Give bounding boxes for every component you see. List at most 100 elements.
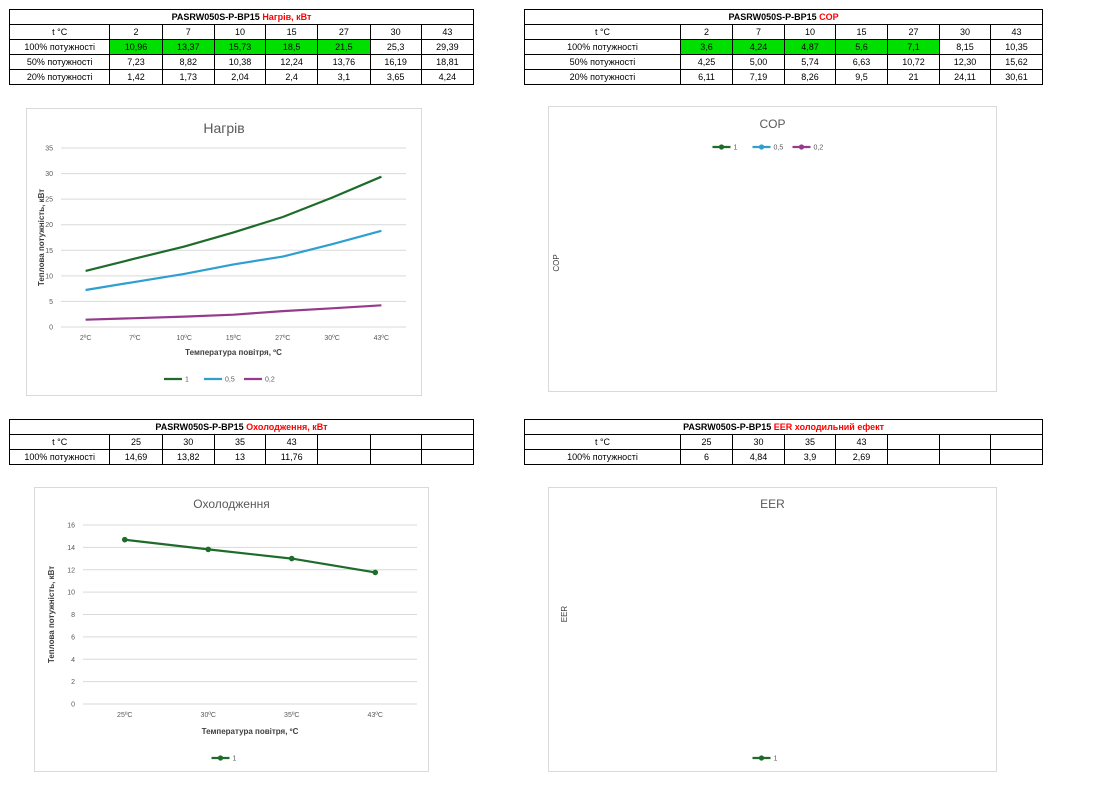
x-tick-label: 27ºC [275, 335, 290, 342]
table-header-cell [989, 434, 1044, 450]
table-cell: 4,24 [732, 39, 785, 55]
cop-chart-svg: COP051015202530352ºC7ºC10ºC15ºC27ºC30ºC4… [552, 117, 823, 272]
table-cell: 10,96 [109, 39, 163, 55]
table-header-cell: 30 [939, 24, 991, 40]
table-row: 20% потужності 6,11 7,19 8,26 9,5 21 24,11 30,6… [524, 69, 1044, 85]
y-tick-label: 6 [71, 634, 75, 641]
table-cell: 1,42 [109, 69, 163, 85]
table-cell: 30,61 [989, 69, 1044, 85]
table-header-cell: 15 [265, 24, 319, 40]
eer-chart-svg: EER0123456725ºC30ºC35ºC43ºCТемпература п… [560, 497, 785, 763]
table-header-cell: t °C [8, 24, 111, 40]
legend-label: 1 [185, 377, 189, 384]
table-cell: 4,24 [420, 69, 475, 85]
table-header-cell: 2 [109, 24, 163, 40]
table-title-metric: COP [819, 12, 839, 22]
x-tick-label: 35ºC [284, 712, 299, 719]
table-header-cell: 2 [680, 24, 733, 40]
table-header-cell: 15 [835, 24, 888, 40]
table-header-cell: 10 [213, 24, 267, 40]
table-header-cell: 30 [161, 434, 215, 450]
table-cell: 3,9 [784, 449, 836, 465]
table-header-cell [939, 434, 991, 450]
table-row-label: 100% потужності [524, 39, 681, 55]
table-row: 100% потужності 3,6 4,24 4,87 5,6 7,1 8,15 10,3… [524, 39, 1044, 55]
table-header-cell [369, 434, 422, 450]
table-header-row: t °C 25 30 35 43 [524, 434, 1044, 450]
cop-table: PASRW050S-P-BP15 COP t °C 2 7 10 15 27 30 43 100%… [523, 9, 1044, 85]
y-tick-label: 8 [71, 612, 75, 619]
table-cell: 6,63 [835, 54, 888, 70]
table-cell: 7,23 [109, 54, 163, 70]
table-header-cell: 27 [887, 24, 940, 40]
legend-label: 1 [774, 756, 778, 763]
table-header-cell: t °C [524, 434, 681, 450]
table-row-label: 20% потужності [8, 69, 111, 85]
table-header-cell: t °C [8, 434, 111, 450]
series-line-3 [85, 304, 382, 321]
cop-table-title: PASRW050S-P-BP15 COP [523, 9, 1044, 25]
table-cell: 29,39 [420, 39, 475, 55]
chart-title: COP [759, 117, 785, 131]
table-cell: 13,76 [317, 54, 371, 70]
legend-label: 0,5 [225, 377, 235, 384]
x-tick-label: 30ºC [324, 335, 339, 342]
cooling-table: PASRW050S-P-BP15 Охолодження, кВт t °C 25 3… [8, 419, 475, 465]
table-header-cell [420, 434, 475, 450]
table-cell: 5,74 [784, 54, 836, 70]
table-cell: 5,6 [835, 39, 888, 55]
y-tick-label: 12 [67, 567, 75, 574]
x-tick-label: 15ºC [226, 335, 241, 342]
table-cell: 8,26 [784, 69, 836, 85]
table-cell: 10,38 [213, 54, 267, 70]
table-cell [989, 449, 1044, 465]
table-row: 100% потужності 10,96 13,37 15,73 18,5 21,5 25… [8, 39, 475, 55]
cooling-chart: Охолодження 0 2 4 6 8 10 12 14 16 25ºC 30ºC 35ºC 43ºC… [34, 487, 429, 772]
y-tick-label: 20 [45, 222, 53, 229]
legend-marker [758, 144, 765, 150]
table-header-cell: 43 [420, 24, 475, 40]
legend-label: 0,2 [265, 377, 275, 384]
x-tick-label: 10ºC [177, 335, 192, 342]
y-axis-label: Теплова потужність, кВт [37, 189, 46, 286]
table-cell: 8,82 [161, 54, 215, 70]
series-line-1 [124, 538, 376, 574]
heating-chart-svg: Нагрів 0 5 10 15 20 25 30 35 2ºC 7ºC 10ºC 15ºC 27ºC 30… [37, 120, 406, 384]
table-header-cell: 43 [989, 24, 1044, 40]
heat-table-title: PASRW050S-P-BP15 Нагрів, кВт [9, 9, 474, 25]
table-row-label: 100% потужності [8, 39, 111, 55]
series-line-2 [85, 229, 382, 292]
y-tick-label: 15 [45, 248, 53, 255]
eer-chart: EER0123456725ºC30ºC35ºC43ºCТемпература п… [548, 487, 997, 772]
table-header-cell: 7 [161, 24, 215, 40]
table-cell: 7,19 [732, 69, 785, 85]
x-axis-label: Температура повітря, ºC [185, 348, 282, 357]
table-cell [317, 449, 371, 465]
table-header-cell [317, 434, 371, 450]
table-cell [369, 449, 422, 465]
table-cell: 3,1 [317, 69, 371, 85]
table-header-cell: t °C [524, 24, 681, 40]
table-cell: 6,11 [680, 69, 733, 85]
table-cell: 1,73 [161, 69, 215, 85]
y-tick-label: 10 [67, 590, 75, 597]
data-point [205, 546, 212, 553]
x-tick-label: 30ºC [201, 712, 216, 719]
table-row-label: 100% потужності [524, 449, 681, 465]
table-row-label: 20% потужності [524, 69, 681, 85]
table-row-label: 50% потужності [524, 54, 681, 70]
table-header-cell [887, 434, 940, 450]
table-header-cell: 43 [265, 434, 319, 450]
y-tick-label: 4 [71, 657, 75, 664]
table-cell: 24,11 [939, 69, 991, 85]
table-title-model: PASRW050S-P-BP15 [683, 422, 772, 432]
cool-table-title: PASRW050S-P-BP15 Охолодження, кВт [9, 419, 474, 435]
series-line-1 [85, 175, 382, 272]
eer-table: PASRW050S-P-BP15 EER холодильний ефект t … [523, 419, 1044, 465]
table-header-cell: 30 [732, 434, 785, 450]
y-tick-label: 35 [45, 146, 53, 153]
chart-title: Охолодження [193, 497, 269, 511]
table-title-metric: EER холодильний ефект [773, 422, 884, 432]
table-row: 100% потужності 6 4,84 3,9 2,69 [524, 449, 1044, 465]
table-cell: 13,82 [161, 449, 215, 465]
